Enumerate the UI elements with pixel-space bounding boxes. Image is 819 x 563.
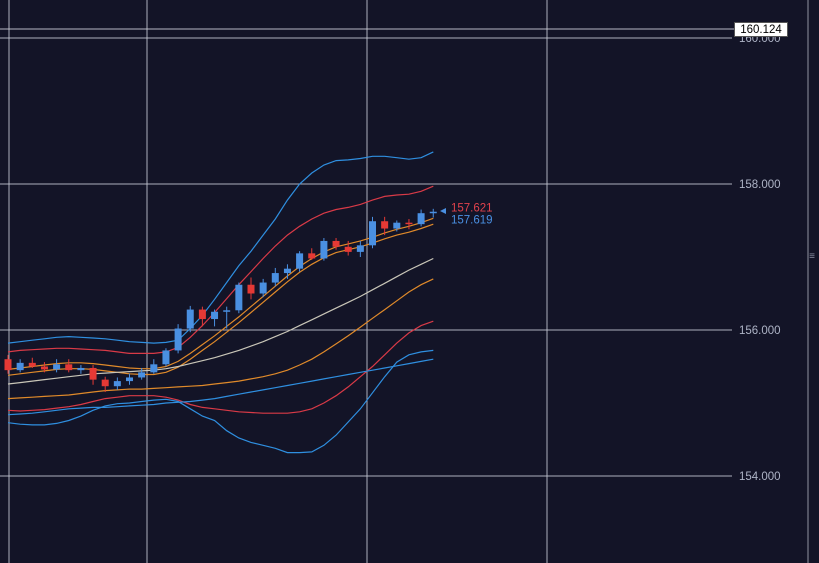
candle	[247, 277, 255, 300]
candle-body	[150, 364, 158, 373]
candle-body	[77, 367, 85, 371]
candle	[4, 354, 12, 374]
candle	[308, 248, 316, 260]
candle	[320, 238, 328, 261]
line-bb_outer_lower	[7, 349, 434, 454]
bid-label: 157.621	[451, 203, 493, 215]
candle	[89, 365, 97, 385]
price-tick-label: 158.000	[739, 179, 781, 191]
candles	[4, 208, 437, 393]
candle-body	[28, 362, 36, 367]
candle	[356, 240, 364, 257]
candle-body	[211, 311, 219, 320]
candle-body	[113, 381, 121, 387]
candle	[174, 324, 182, 354]
candle-body	[89, 367, 97, 380]
candle-body	[283, 268, 291, 274]
candle	[162, 348, 170, 367]
candle-body	[296, 253, 304, 269]
candle-body	[65, 364, 73, 371]
candle	[429, 208, 437, 218]
candle	[259, 278, 267, 298]
candle-body	[101, 379, 109, 387]
candle-body	[186, 309, 194, 329]
candle-body	[162, 350, 170, 365]
triangle-left-icon	[440, 208, 446, 214]
candle-body	[174, 328, 182, 351]
candle	[16, 359, 24, 373]
candle	[186, 305, 194, 333]
candle	[126, 373, 133, 385]
candle-body	[16, 362, 24, 371]
candle-body	[393, 222, 401, 229]
candle-body	[138, 372, 146, 378]
candle-body	[429, 211, 437, 214]
candle	[235, 282, 243, 314]
candle	[405, 219, 413, 230]
candle-body	[271, 273, 279, 283]
candle-body	[417, 213, 425, 225]
candle	[393, 220, 401, 232]
line-ma_fast_upper	[7, 217, 434, 370]
candle	[113, 377, 121, 390]
line-bb_outer_lower_slow	[7, 358, 434, 416]
candle	[381, 216, 389, 236]
line-ma_fast_lower	[7, 223, 434, 376]
candle	[53, 359, 61, 373]
candle	[65, 359, 73, 373]
ask-label: 157.619	[451, 215, 493, 227]
candle	[28, 357, 36, 368]
candle	[150, 359, 158, 374]
candle-body	[356, 245, 364, 252]
candle	[283, 264, 291, 279]
candle	[198, 306, 206, 327]
candle	[271, 267, 279, 287]
candle	[101, 376, 109, 393]
candle-body	[259, 282, 267, 294]
candle-body	[381, 221, 389, 229]
candle	[369, 216, 376, 249]
current-price-label: 160.124	[734, 22, 788, 37]
candle-body	[332, 240, 340, 247]
indicator-lines	[7, 151, 434, 454]
candle-body	[40, 366, 48, 370]
candle-body	[320, 240, 328, 259]
candle	[138, 367, 146, 380]
candle	[223, 306, 231, 329]
candle	[40, 362, 48, 373]
candle	[332, 238, 340, 250]
candle	[211, 309, 219, 327]
candle-body	[223, 310, 231, 312]
candle-body	[344, 246, 352, 252]
candle-body	[126, 377, 133, 382]
candle-body	[308, 253, 316, 259]
line-bb_outer_upper	[7, 151, 434, 344]
line-ma_slow	[7, 257, 434, 385]
candle-body	[369, 221, 376, 246]
line-bb_inner_lower	[7, 320, 434, 414]
drag-handle-icon[interactable]: ≡	[809, 251, 815, 262]
line-bb_inner_upper	[7, 185, 434, 354]
candle	[417, 209, 425, 227]
candle	[77, 365, 85, 374]
candle-body	[53, 364, 61, 370]
candle-body	[405, 222, 413, 225]
line-ma_orange_lower	[7, 278, 434, 400]
candle-body	[235, 284, 243, 311]
candle-body	[198, 309, 206, 320]
candle	[344, 240, 352, 256]
candle-body	[4, 359, 12, 371]
price-tick-label: 156.000	[739, 325, 781, 337]
price-tick-label: 154.000	[739, 471, 781, 483]
candle-body	[247, 284, 255, 294]
candle	[296, 251, 304, 272]
